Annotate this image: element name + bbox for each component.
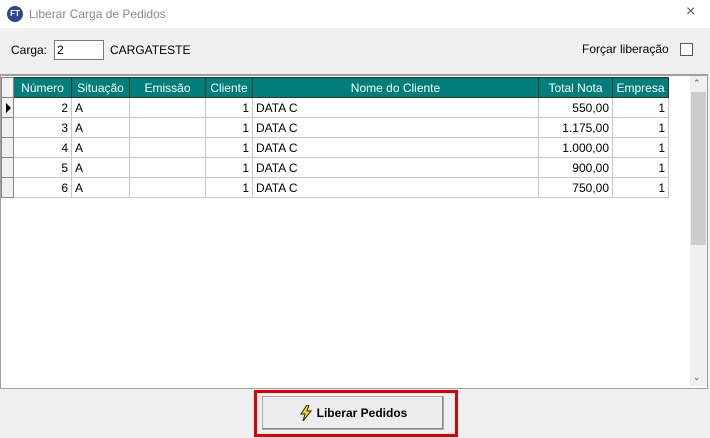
scroll-down-icon[interactable]: ⌄ (693, 372, 701, 382)
table-cell[interactable]: DATA C (252, 97, 539, 118)
close-icon[interactable]: × (686, 3, 696, 20)
column-header[interactable]: Cliente (205, 77, 253, 98)
table-cell[interactable]: 3 (13, 117, 72, 138)
table-cell[interactable]: 900,00 (538, 157, 613, 178)
table-cell[interactable]: DATA C (252, 177, 539, 198)
table-cell[interactable]: A (71, 157, 130, 178)
table-row[interactable]: 6 A 1 DATA C 750,00 1 (1, 177, 669, 198)
table-cell[interactable]: 5 (13, 157, 72, 178)
table-cell[interactable]: A (71, 177, 130, 198)
column-header[interactable]: Emissão (129, 77, 206, 98)
table-row[interactable]: 3 A 1 DATA C 1.175,00 1 (1, 117, 669, 138)
table-cell[interactable]: 1.000,00 (538, 137, 613, 158)
table-cell[interactable]: 1 (205, 97, 253, 118)
row-indicator[interactable] (1, 97, 14, 118)
title-bar (0, 0, 710, 28)
button-highlight (254, 390, 458, 437)
table-cell[interactable]: 1 (612, 137, 669, 158)
scrollbar-thumb[interactable] (691, 92, 706, 245)
table-row[interactable]: 2 A 1 DATA C 550,00 1 (1, 97, 669, 118)
app-logo: FT (7, 6, 23, 22)
table-cell[interactable]: A (71, 117, 130, 138)
table-cell[interactable]: A (71, 97, 130, 118)
table-cell[interactable]: 750,00 (538, 177, 613, 198)
table-cell[interactable]: A (71, 137, 130, 158)
table-cell[interactable]: DATA C (252, 137, 539, 158)
table-cell[interactable]: 550,00 (538, 97, 613, 118)
row-indicator[interactable] (1, 137, 14, 158)
column-header[interactable]: Empresa (612, 77, 669, 98)
column-header[interactable]: Número (13, 77, 72, 98)
table-cell[interactable] (129, 137, 206, 158)
window-title: Liberar Carga de Pedidos (29, 7, 166, 21)
table-cell[interactable]: 4 (13, 137, 72, 158)
table-row[interactable]: 4 A 1 DATA C 1.000,00 1 (1, 137, 669, 158)
column-header[interactable]: Nome do Cliente (252, 77, 539, 98)
row-indicator-header (1, 77, 14, 98)
row-indicator[interactable] (1, 157, 14, 178)
table-cell[interactable]: DATA C (252, 117, 539, 138)
table-cell[interactable]: 1 (205, 157, 253, 178)
column-header[interactable]: Situação (71, 77, 130, 98)
current-row-arrow-icon (6, 102, 11, 113)
row-indicator[interactable] (1, 177, 14, 198)
liberar-pedidos-label: Liberar Pedidos (316, 406, 408, 420)
table-cell[interactable]: 1.175,00 (538, 117, 613, 138)
table-cell[interactable]: 1 (612, 97, 669, 118)
table-cell[interactable]: 1 (612, 177, 669, 198)
table-row[interactable]: 5 A 1 DATA C 900,00 1 (1, 157, 669, 178)
table-cell[interactable] (129, 177, 206, 198)
table-cell[interactable] (129, 97, 206, 118)
table-cell[interactable]: 2 (13, 97, 72, 118)
table-cell[interactable]: 1 (205, 137, 253, 158)
lightning-icon (299, 405, 312, 421)
carga-label: Carga: (11, 43, 48, 57)
row-indicator[interactable] (1, 117, 14, 138)
table-cell[interactable] (129, 157, 206, 178)
carga-name: CARGATESTE (110, 43, 191, 57)
table-cell[interactable]: 1 (205, 177, 253, 198)
table-cell[interactable] (129, 117, 206, 138)
scroll-up-icon[interactable]: ⌃ (693, 78, 701, 88)
pedidos-grid: Número Situação Emissão Cliente Nome do Clie… (0, 74, 708, 389)
table-cell[interactable]: 1 (612, 117, 669, 138)
forcar-liberacao-checkbox[interactable] (680, 43, 693, 56)
table-cell[interactable]: DATA C (252, 157, 539, 178)
table-cell[interactable]: 1 (612, 157, 669, 178)
table-cell[interactable]: 6 (13, 177, 72, 198)
column-header[interactable]: Total Nota (538, 77, 613, 98)
liberar-pedidos-button[interactable]: Liberar Pedidos (262, 396, 444, 430)
table-cell[interactable]: 1 (205, 117, 253, 138)
forcar-liberacao-label: Forçar liberação (582, 42, 669, 56)
carga-input[interactable] (54, 40, 104, 60)
